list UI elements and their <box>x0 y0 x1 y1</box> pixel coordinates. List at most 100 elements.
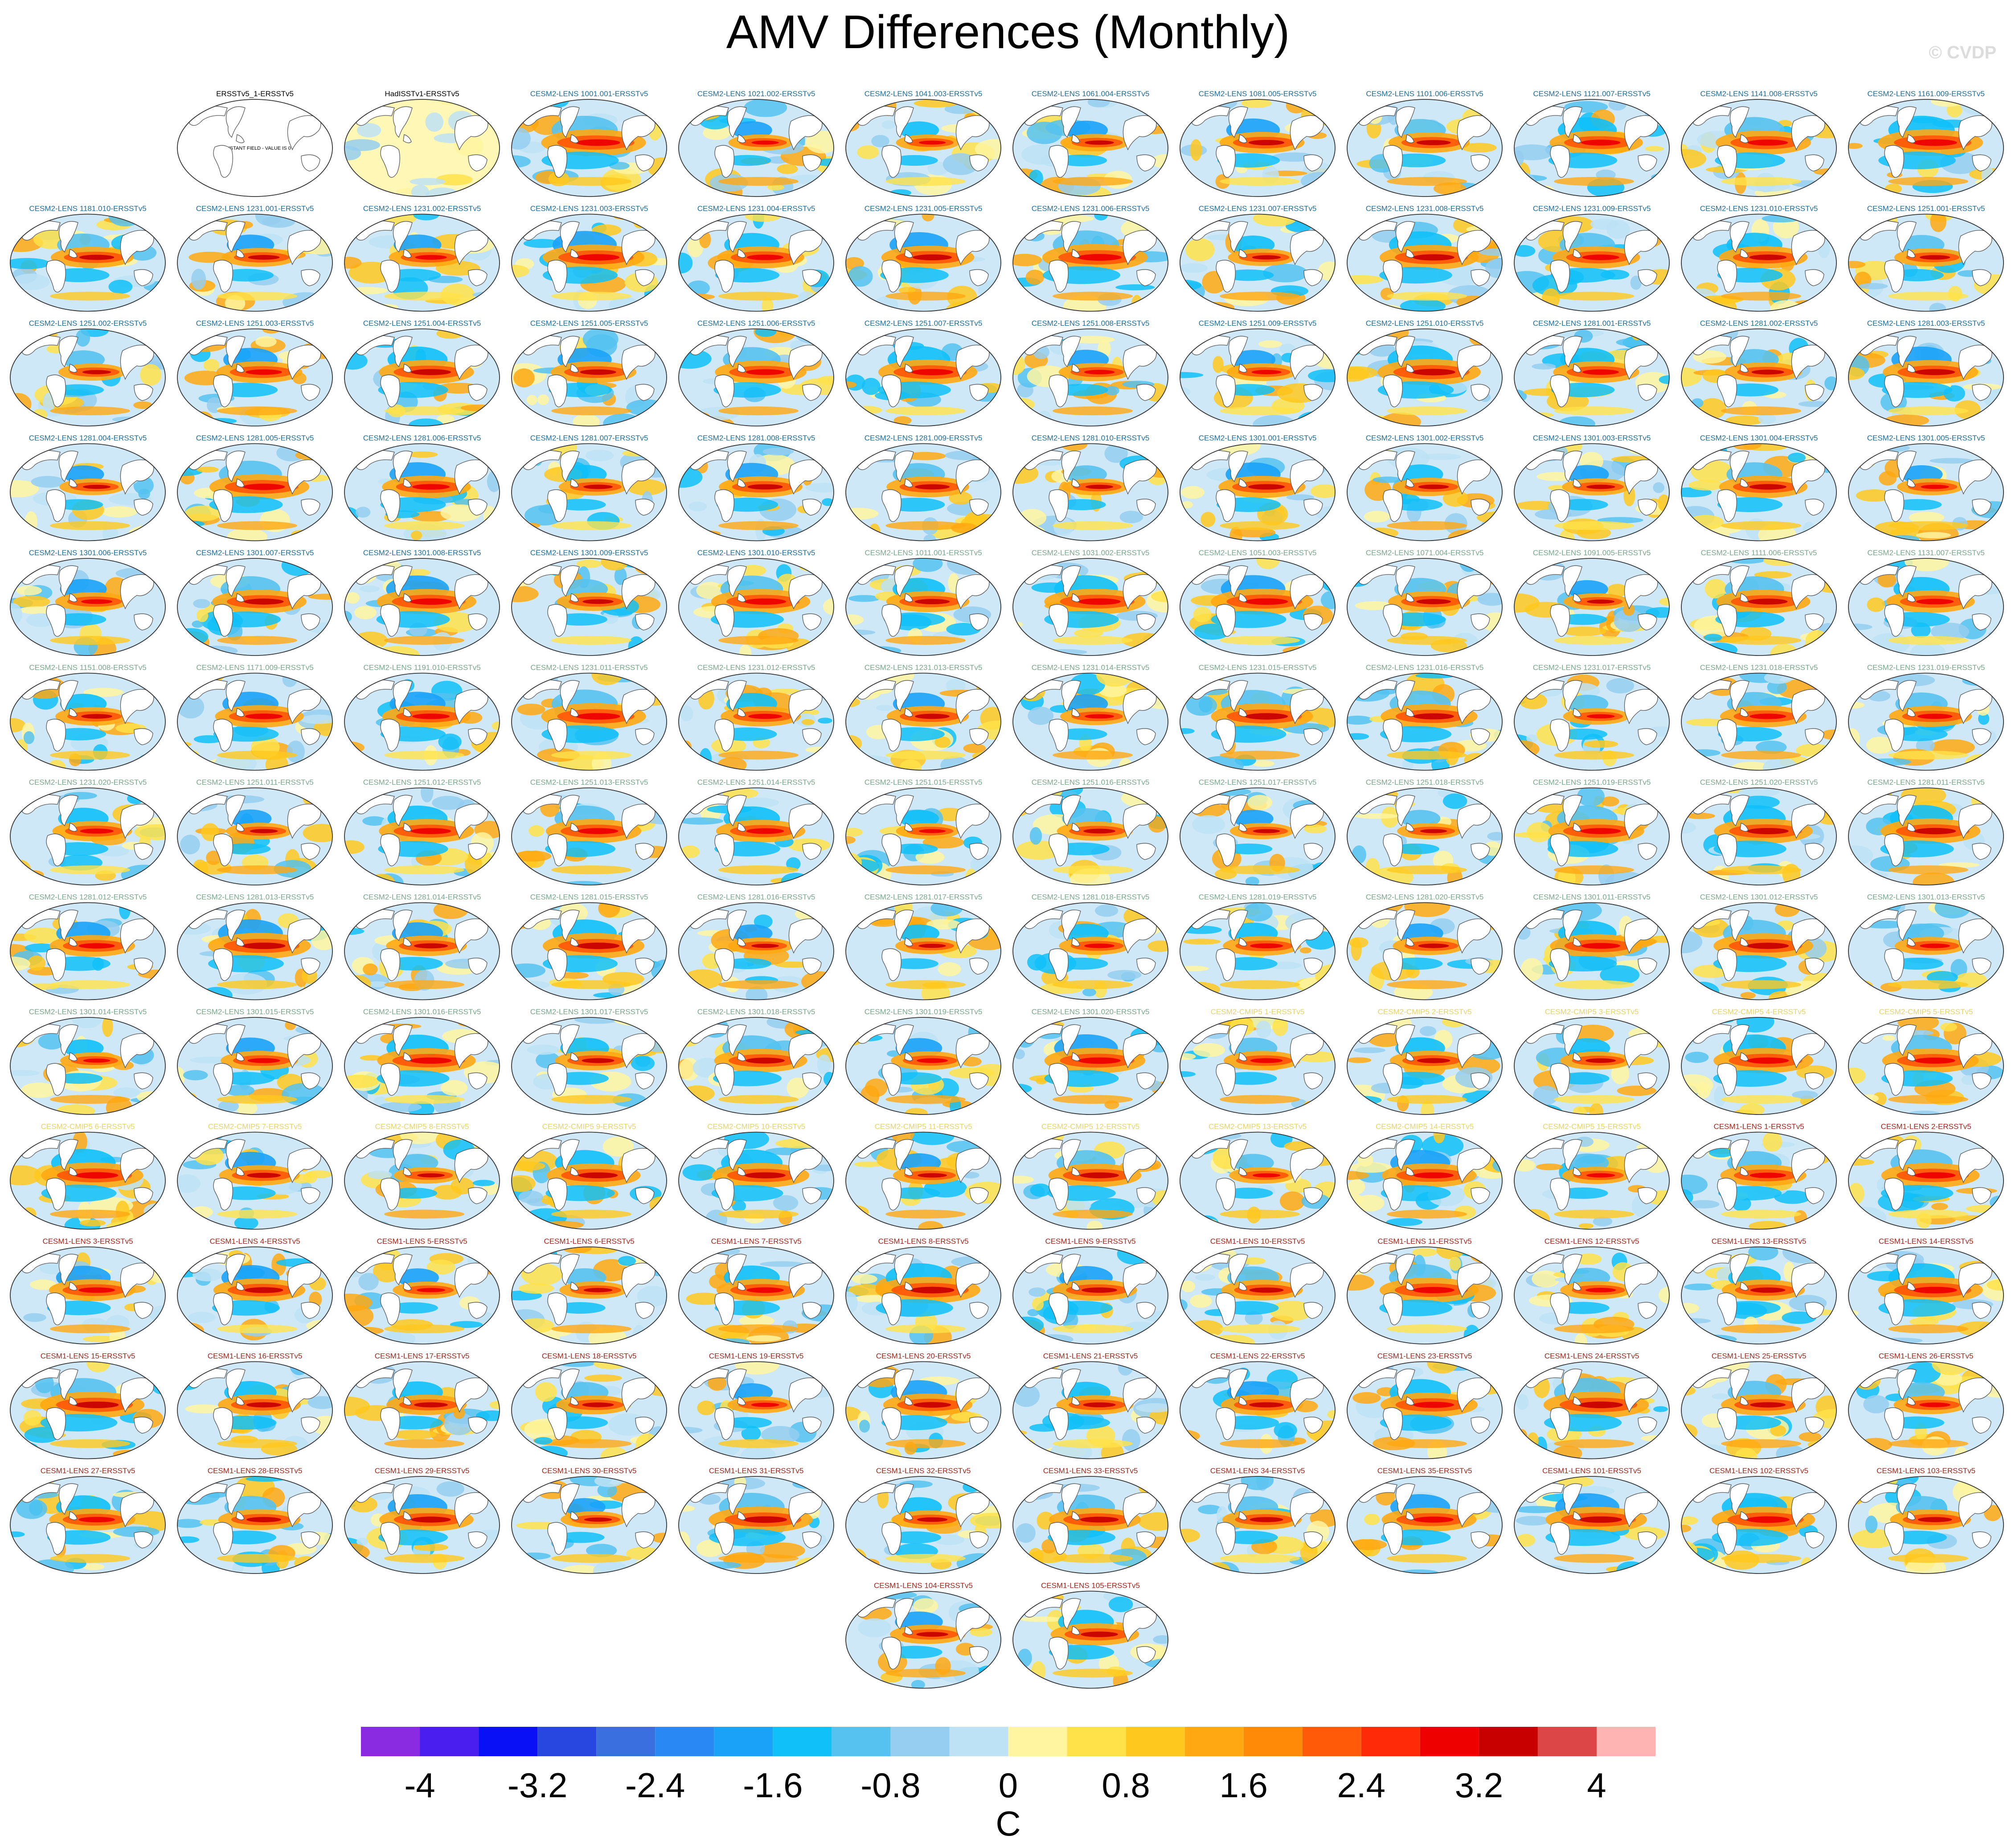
continent-outline <box>1395 680 1415 712</box>
continent-outline <box>301 728 320 746</box>
continent-outline <box>468 499 488 516</box>
continent-outline <box>1049 1522 1069 1555</box>
map-panel: CESM2-LENS 1281.008-ERSSTv5 <box>678 434 834 541</box>
continent-outline <box>881 1063 901 1096</box>
panel-title: CESM2-LENS 1281.003-ERSSTv5 <box>1867 319 1985 328</box>
continent-outline <box>1897 565 1917 597</box>
continent-outline <box>1740 937 1749 947</box>
panel-title: CESM2-LENS 1151.008-ERSSTv5 <box>29 664 146 672</box>
map-outline <box>1514 443 1670 541</box>
panel-title: CESM1-LENS 34-ERSSTv5 <box>1210 1467 1305 1475</box>
constant-field-note: CONSTANT FIELD - VALUE IS 0 <box>219 146 291 151</box>
continent-outline <box>1550 1407 1570 1440</box>
map-panel: CESM2-LENS 1281.016-ERSSTv5 <box>678 893 834 1000</box>
map-panel: CESM1-LENS 6-ERSSTv5 <box>511 1237 667 1344</box>
continent-outline <box>1805 1187 1824 1205</box>
map-panel: CESM2-LENS 1111.006-ERSSTv5 <box>1681 549 1837 656</box>
panel-title: CESM2-LENS 1031.002-ERSSTv5 <box>1032 549 1150 557</box>
continent-outline <box>1383 1522 1403 1555</box>
continent-outline <box>547 833 567 866</box>
continent-outline <box>1907 1396 1916 1406</box>
map-panel: CESM2-CMIP5 5-ERSSTv5 <box>1848 1008 2004 1115</box>
continent-outline <box>213 489 233 522</box>
continent-outline <box>1740 1282 1749 1291</box>
continent-outline <box>1729 1483 1750 1515</box>
continent-outline <box>894 1598 914 1630</box>
panel-title: CESM1-LENS 12-ERSSTv5 <box>1545 1237 1639 1246</box>
continent-outline <box>1573 478 1582 488</box>
continent-outline <box>393 336 413 368</box>
continent-outline <box>894 1369 914 1400</box>
continent-outline <box>1907 249 1916 258</box>
panel-title: CESM2-LENS 1281.001-ERSSTv5 <box>1533 319 1651 328</box>
map-outline <box>678 1131 834 1230</box>
continent-outline <box>1049 604 1069 637</box>
continent-outline <box>1972 384 1991 401</box>
map-outline <box>177 787 333 885</box>
continent-outline <box>560 336 580 368</box>
map-panel: CESM1-LENS 3-ERSSTv5 <box>10 1237 166 1344</box>
panel-title: CESM1-LENS 11-ERSSTv5 <box>1377 1237 1471 1246</box>
continent-outline <box>1717 719 1737 752</box>
continent-outline <box>1395 565 1415 597</box>
continent-outline <box>403 1167 412 1176</box>
map-panel: CESM1-LENS 28-ERSSTv5 <box>177 1467 333 1574</box>
map-outline <box>678 443 834 541</box>
panel-title: CESM1-LENS 103-ERSSTv5 <box>1877 1467 1975 1475</box>
continent-outline <box>727 795 747 827</box>
continent-outline <box>1303 1072 1323 1090</box>
panel-title: CESM1-LENS 102-ERSSTv5 <box>1709 1467 1808 1475</box>
panel-title: CESM2-CMIP5 5-ERSSTv5 <box>1879 1008 1973 1016</box>
panel-title: CESM1-LENS 10-ERSSTv5 <box>1210 1237 1305 1246</box>
map-outline <box>511 902 667 1000</box>
map-outline <box>10 558 166 656</box>
continent-outline <box>904 1282 913 1291</box>
continent-outline <box>236 1282 245 1291</box>
continent-outline <box>1061 221 1081 253</box>
continent-outline <box>1972 1187 1991 1205</box>
continent-outline <box>1805 728 1824 746</box>
continent-outline <box>1729 106 1750 138</box>
continent-outline <box>1471 499 1490 516</box>
map-panel: CESM2-LENS 1281.007-ERSSTv5 <box>511 434 667 541</box>
continent-outline <box>1550 145 1570 178</box>
panel-title: CESM2-LENS 1251.013-ERSSTv5 <box>530 778 648 787</box>
continent-outline <box>1972 1531 1991 1549</box>
map-outline <box>1180 902 1336 1000</box>
continent-outline <box>570 593 579 602</box>
continent-outline <box>1550 1063 1570 1096</box>
map-panel: CESM2-LENS 1301.019-ERSSTv5 <box>845 1008 1001 1115</box>
map-outline <box>1012 1017 1168 1115</box>
continent-outline <box>1071 593 1080 602</box>
continent-outline <box>225 451 246 482</box>
panel-title: CESM2-LENS 1281.008-ERSSTv5 <box>697 434 815 443</box>
continent-outline <box>403 249 412 258</box>
continent-outline <box>58 1254 78 1286</box>
map-panel: CESM1-LENS 102-ERSSTv5 <box>1681 1467 1837 1574</box>
continent-outline <box>1638 154 1657 172</box>
panel-title: CESM2-LENS 1011.001-ERSSTv5 <box>865 549 982 557</box>
continent-outline <box>1405 249 1414 258</box>
map-panel: CESM1-LENS 103-ERSSTv5 <box>1848 1467 2004 1574</box>
continent-outline <box>1884 489 1904 522</box>
panel-title: CESM2-LENS 1231.014-ERSSTv5 <box>1032 664 1150 672</box>
continent-outline <box>1573 364 1582 373</box>
map-panel: CESM2-LENS 1301.009-ERSSTv5 <box>511 549 667 656</box>
continent-outline <box>1740 1396 1749 1406</box>
panel-title: CESM2-LENS 1301.008-ERSSTv5 <box>363 549 481 557</box>
continent-outline <box>225 1483 246 1515</box>
continent-outline <box>1228 680 1248 712</box>
map-outline <box>10 1246 166 1344</box>
map-panel: CESM2-LENS 1251.004-ERSSTv5 <box>344 319 500 426</box>
continent-outline <box>1136 728 1156 746</box>
continent-outline <box>714 260 734 293</box>
continent-outline <box>1049 1063 1069 1096</box>
map-panel: CESM2-LENS 1071.004-ERSSTv5 <box>1347 549 1503 656</box>
map-outline <box>344 787 500 885</box>
continent-outline <box>393 1139 413 1171</box>
colorbar-box <box>1243 1727 1303 1756</box>
continent-outline <box>570 823 579 832</box>
map-panel: CESM1-LENS 19-ERSSTv5 <box>678 1352 834 1459</box>
map-outline <box>344 1476 500 1574</box>
continent-outline <box>134 613 153 631</box>
